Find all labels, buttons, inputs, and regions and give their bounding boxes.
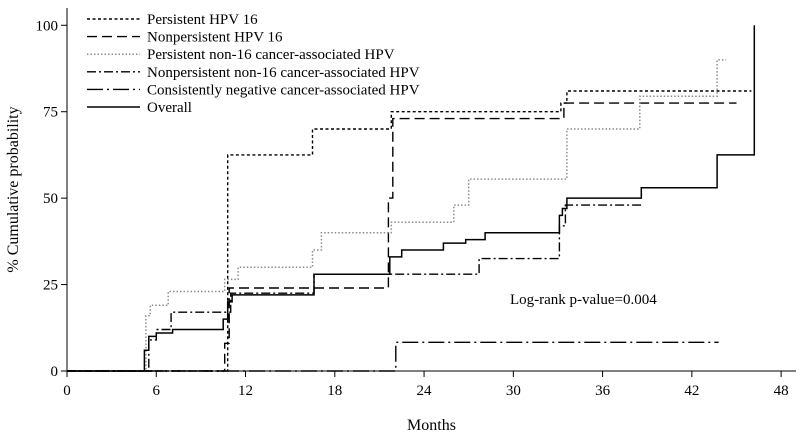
- series-line-consistently-negative-cancer-associated-hpv: [67, 341, 719, 372]
- series-layer: [67, 25, 756, 372]
- y-tick-label: 0: [51, 364, 59, 380]
- legend-label: Persistent non-16 cancer-associated HPV: [147, 47, 395, 63]
- x-tick-label: 18: [327, 383, 342, 399]
- series-line-nonpersistent-hpv-16: [67, 102, 737, 372]
- x-tick-label: 36: [595, 383, 611, 399]
- legend-label: Persistent HPV 16: [147, 12, 258, 28]
- series-line-overall: [67, 25, 756, 372]
- x-tick-label: 12: [238, 383, 253, 399]
- legend: Persistent HPV 16 Nonpersistent HPV 16Per…: [87, 12, 420, 116]
- series-line-nonpersistent-non-16-cancer-associated-hpv: [67, 204, 642, 372]
- y-tick-label: 50: [43, 191, 58, 207]
- x-tick-label: 42: [684, 383, 699, 399]
- legend-label: Nonpersistent HPV 16: [147, 30, 283, 46]
- series-line-persistent-hpv-16: [67, 90, 752, 372]
- log-rank-annotation: Log-rank p-value=0.004: [510, 292, 657, 308]
- x-axis-title: Months: [407, 417, 456, 434]
- y-tick-label: 25: [43, 278, 58, 294]
- y-tick-label: 75: [43, 105, 58, 121]
- x-tick-label: 6: [153, 383, 161, 399]
- y-tick-label: 100: [36, 18, 59, 34]
- ticks: 0 6 12 18 24 30 36 42 48 0 25 50 75 100: [36, 18, 789, 399]
- x-tick-label: 24: [417, 383, 433, 399]
- x-tick-label: 30: [506, 383, 521, 399]
- x-tick-label: 48: [774, 383, 789, 399]
- legend-label: Nonpersistent non-16 cancer-associated H…: [147, 65, 420, 81]
- legend-label: Overall: [147, 100, 192, 116]
- series-line-persistent-non-16-cancer-associated-hpv: [67, 59, 727, 372]
- x-tick-label: 0: [63, 383, 71, 399]
- y-axis-title: % Cumulative probability: [5, 106, 22, 272]
- legend-label: Consistently negative cancer-associated …: [147, 82, 420, 98]
